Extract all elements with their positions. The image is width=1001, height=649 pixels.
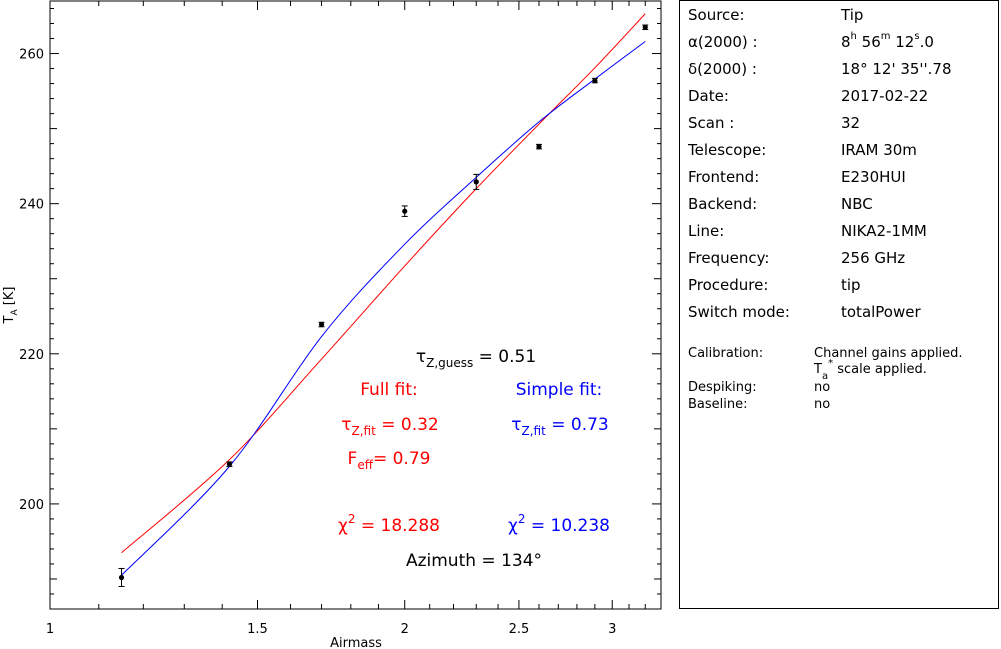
azimuth-annotation: Azimuth = 134° bbox=[406, 551, 542, 571]
source-label: Source: bbox=[688, 6, 745, 24]
ra-value: 8h 56m 12s.0 bbox=[841, 31, 934, 52]
date-value: 2017-02-22 bbox=[841, 87, 929, 105]
data-point bbox=[402, 208, 408, 214]
backend-value: NBC bbox=[841, 195, 873, 213]
frontend-value: E230HUI bbox=[841, 168, 906, 186]
procedure-value: tip bbox=[841, 276, 861, 294]
simple-fit-title: Simple fit: bbox=[516, 380, 603, 400]
date-label: Date: bbox=[688, 87, 729, 105]
tipping-chart: 1 1.5 2 2.5 3 200 220 240 260 Airmass TA [K] τZ,… bbox=[2, 0, 662, 649]
data-point bbox=[473, 179, 479, 185]
x-axis-label: Airmass bbox=[330, 636, 382, 649]
x-tick-label: 2 bbox=[401, 622, 409, 637]
simple-fit-curve bbox=[121, 41, 646, 576]
x-tick-label: 2.5 bbox=[509, 622, 530, 637]
y-tick-label: 240 bbox=[19, 198, 44, 213]
procedure-label: Procedure: bbox=[688, 276, 769, 294]
despiking-label: Despiking: bbox=[688, 380, 757, 395]
dec-label: δ(2000) : bbox=[688, 60, 757, 78]
frequency-value: 256 GHz bbox=[841, 249, 906, 267]
calibration-value-1: Channel gains applied. bbox=[814, 346, 963, 361]
line-value: NIKA2-1MM bbox=[841, 222, 927, 240]
backend-label: Backend: bbox=[688, 195, 758, 213]
line-label: Line: bbox=[688, 222, 725, 240]
y-tick-label: 200 bbox=[19, 498, 44, 513]
frontend-label: Frontend: bbox=[688, 168, 760, 186]
data-point bbox=[318, 321, 325, 328]
baseline-value: no bbox=[814, 397, 831, 412]
axis-ticks: 1 1.5 2 2.5 3 200 220 240 260 bbox=[19, 1, 661, 637]
y-tick-label: 260 bbox=[19, 48, 44, 63]
full-fit-title: Full fit: bbox=[360, 380, 418, 400]
frequency-label: Frequency: bbox=[688, 249, 770, 267]
feff-annotation: Feff= 0.79 bbox=[348, 449, 431, 472]
plot-frame bbox=[49, 0, 662, 610]
data-point bbox=[642, 24, 648, 30]
fit-curves bbox=[121, 13, 646, 576]
data-points bbox=[118, 24, 649, 587]
dec-value: 18° 12' 35''.78 bbox=[841, 60, 952, 78]
scan-value: 32 bbox=[841, 114, 861, 132]
data-point bbox=[592, 77, 598, 84]
baseline-label: Baseline: bbox=[688, 397, 748, 412]
source-value: Tip bbox=[841, 6, 864, 24]
calibration-value-2: Ta* scale applied. bbox=[814, 357, 927, 382]
telescope-value: IRAM 30m bbox=[841, 141, 917, 159]
x-tick-label: 1.5 bbox=[247, 622, 268, 637]
full-fit-curve bbox=[121, 13, 646, 554]
switch-mode-value: totalPower bbox=[841, 303, 921, 321]
tau-simple-annotation: τZ,fit = 0.73 bbox=[511, 415, 608, 438]
x-tick-label: 3 bbox=[608, 622, 616, 637]
chi-full-annotation: χ2 = 18.288 bbox=[338, 512, 440, 536]
telescope-label: Telescope: bbox=[688, 141, 767, 159]
calibration-label: Calibration: bbox=[688, 346, 764, 361]
ra-label: α(2000) : bbox=[688, 33, 758, 51]
y-tick-label: 220 bbox=[19, 348, 44, 363]
tau-guess-annotation: τZ,guess = 0.51 bbox=[416, 347, 536, 370]
switch-mode-label: Switch mode: bbox=[688, 303, 790, 321]
y-axis-label: TA [K] bbox=[2, 287, 20, 325]
data-point bbox=[226, 461, 233, 467]
observation-info-panel: Source: Tip α(2000) : 8h 56m 12s.0 δ(2000)… bbox=[679, 0, 999, 609]
despiking-value: no bbox=[814, 380, 831, 395]
tau-full-annotation: τZ,fit = 0.32 bbox=[341, 415, 438, 438]
chi-simple-annotation: χ2 = 10.238 bbox=[508, 512, 610, 536]
scan-label: Scan : bbox=[688, 114, 735, 132]
data-point bbox=[118, 574, 125, 581]
data-point bbox=[536, 144, 542, 150]
x-tick-label: 1 bbox=[46, 622, 54, 637]
